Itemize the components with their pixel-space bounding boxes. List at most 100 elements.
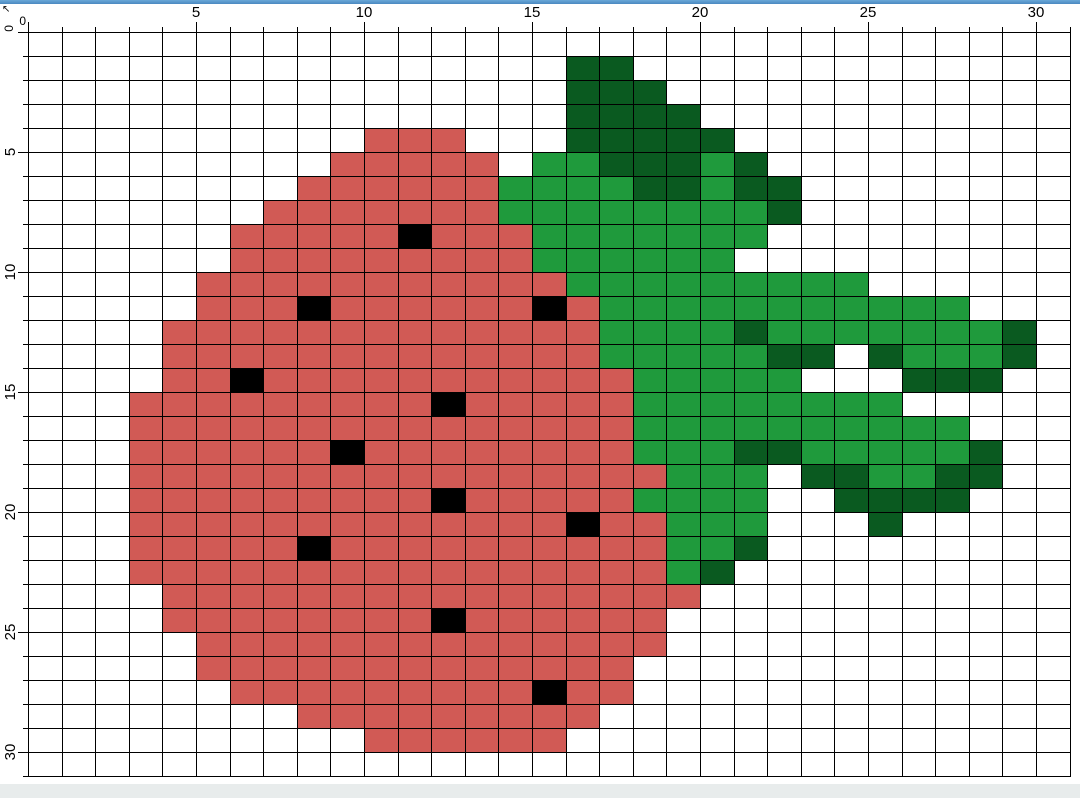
- pixel-cell[interactable]: [95, 488, 130, 513]
- pixel-cell[interactable]: [95, 32, 130, 57]
- pixel-cell[interactable]: [498, 392, 533, 417]
- pixel-cell[interactable]: [431, 80, 466, 105]
- pixel-cell[interactable]: [599, 104, 634, 129]
- pixel-cell[interactable]: [633, 176, 668, 201]
- pixel-cell[interactable]: [230, 248, 265, 273]
- pixel-cell[interactable]: [330, 656, 365, 681]
- pixel-cell[interactable]: [532, 632, 567, 657]
- pixel-cell[interactable]: [902, 656, 937, 681]
- pixel-cell[interactable]: [28, 344, 63, 369]
- pixel-cell[interactable]: [263, 488, 298, 513]
- pixel-cell[interactable]: [431, 152, 466, 177]
- pixel-cell[interactable]: [28, 128, 63, 153]
- pixel-cell[interactable]: [734, 704, 769, 729]
- pixel-cell[interactable]: [196, 320, 231, 345]
- pixel-cell[interactable]: [666, 320, 701, 345]
- pixel-cell[interactable]: [599, 32, 634, 57]
- pixel-cell[interactable]: [95, 512, 130, 537]
- pixel-cell[interactable]: [767, 224, 802, 249]
- pixel-cell[interactable]: [666, 584, 701, 609]
- pixel-cell[interactable]: [263, 704, 298, 729]
- pixel-cell[interactable]: [28, 704, 63, 729]
- pixel-cell[interactable]: [431, 488, 466, 513]
- pixel-cell[interactable]: [834, 56, 869, 81]
- pixel-cell[interactable]: [801, 32, 836, 57]
- pixel-cell[interactable]: [834, 416, 869, 441]
- pixel-cell[interactable]: [28, 512, 63, 537]
- pixel-cell[interactable]: [95, 248, 130, 273]
- pixel-cell[interactable]: [935, 728, 970, 753]
- pixel-cell[interactable]: [28, 248, 63, 273]
- pixel-cell[interactable]: [196, 152, 231, 177]
- pixel-cell[interactable]: [935, 536, 970, 561]
- pixel-cell[interactable]: [431, 560, 466, 585]
- pixel-cell[interactable]: [666, 752, 701, 777]
- pixel-cell[interactable]: [498, 320, 533, 345]
- pixel-cell[interactable]: [767, 344, 802, 369]
- pixel-cell[interactable]: [62, 128, 97, 153]
- pixel-cell[interactable]: [95, 296, 130, 321]
- pixel-cell[interactable]: [767, 320, 802, 345]
- editor-canvas[interactable]: ↖ 0 0 51015202530 51015202530: [0, 4, 1080, 784]
- pixel-cell[interactable]: [633, 392, 668, 417]
- pixel-cell[interactable]: [834, 104, 869, 129]
- pixel-cell[interactable]: [196, 80, 231, 105]
- pixel-cell[interactable]: [162, 272, 197, 297]
- pixel-cell[interactable]: [1002, 104, 1037, 129]
- pixel-cell[interactable]: [28, 608, 63, 633]
- pixel-cell[interactable]: [599, 392, 634, 417]
- pixel-cell[interactable]: [297, 728, 332, 753]
- pixel-cell[interactable]: [566, 104, 601, 129]
- pixel-cell[interactable]: [364, 464, 399, 489]
- pixel-cell[interactable]: [162, 560, 197, 585]
- pixel-cell[interactable]: [935, 272, 970, 297]
- pixel-cell[interactable]: [330, 704, 365, 729]
- pixel-cell[interactable]: [1036, 632, 1071, 657]
- pixel-cell[interactable]: [398, 608, 433, 633]
- pixel-cell[interactable]: [129, 200, 164, 225]
- pixel-cell[interactable]: [767, 272, 802, 297]
- pixel-cell[interactable]: [129, 368, 164, 393]
- pixel-cell[interactable]: [1036, 104, 1071, 129]
- pixel-cell[interactable]: [398, 560, 433, 585]
- pixel-cell[interactable]: [95, 752, 130, 777]
- pixel-cell[interactable]: [62, 200, 97, 225]
- pixel-cell[interactable]: [364, 152, 399, 177]
- pixel-cell[interactable]: [364, 272, 399, 297]
- pixel-cell[interactable]: [431, 656, 466, 681]
- pixel-cell[interactable]: [767, 536, 802, 561]
- pixel-cell[interactable]: [431, 536, 466, 561]
- pixel-cell[interactable]: [834, 272, 869, 297]
- pixel-cell[interactable]: [666, 296, 701, 321]
- pixel-cell[interactable]: [834, 392, 869, 417]
- pixel-cell[interactable]: [700, 440, 735, 465]
- pixel-cell[interactable]: [666, 224, 701, 249]
- pixel-cell[interactable]: [868, 464, 903, 489]
- pixel-cell[interactable]: [28, 32, 63, 57]
- pixel-cell[interactable]: [28, 56, 63, 81]
- pixel-cell[interactable]: [162, 128, 197, 153]
- pixel-cell[interactable]: [196, 632, 231, 657]
- pixel-cell[interactable]: [230, 584, 265, 609]
- pixel-cell[interactable]: [532, 680, 567, 705]
- pixel-cell[interactable]: [498, 272, 533, 297]
- pixel-cell[interactable]: [734, 632, 769, 657]
- pixel-cell[interactable]: [398, 392, 433, 417]
- pixel-cell[interactable]: [734, 680, 769, 705]
- pixel-cell[interactable]: [902, 464, 937, 489]
- pixel-cell[interactable]: [767, 32, 802, 57]
- pixel-cell[interactable]: [28, 488, 63, 513]
- pixel-cell[interactable]: [1002, 536, 1037, 561]
- pixel-cell[interactable]: [700, 152, 735, 177]
- pixel-cell[interactable]: [129, 440, 164, 465]
- pixel-cell[interactable]: [263, 560, 298, 585]
- pixel-cell[interactable]: [767, 416, 802, 441]
- pixel-cell[interactable]: [330, 56, 365, 81]
- pixel-cell[interactable]: [734, 536, 769, 561]
- pixel-cell[interactable]: [633, 32, 668, 57]
- pixel-cell[interactable]: [734, 224, 769, 249]
- pixel-cell[interactable]: [129, 392, 164, 417]
- pixel-cell[interactable]: [1002, 416, 1037, 441]
- pixel-cell[interactable]: [196, 416, 231, 441]
- pixel-cell[interactable]: [162, 224, 197, 249]
